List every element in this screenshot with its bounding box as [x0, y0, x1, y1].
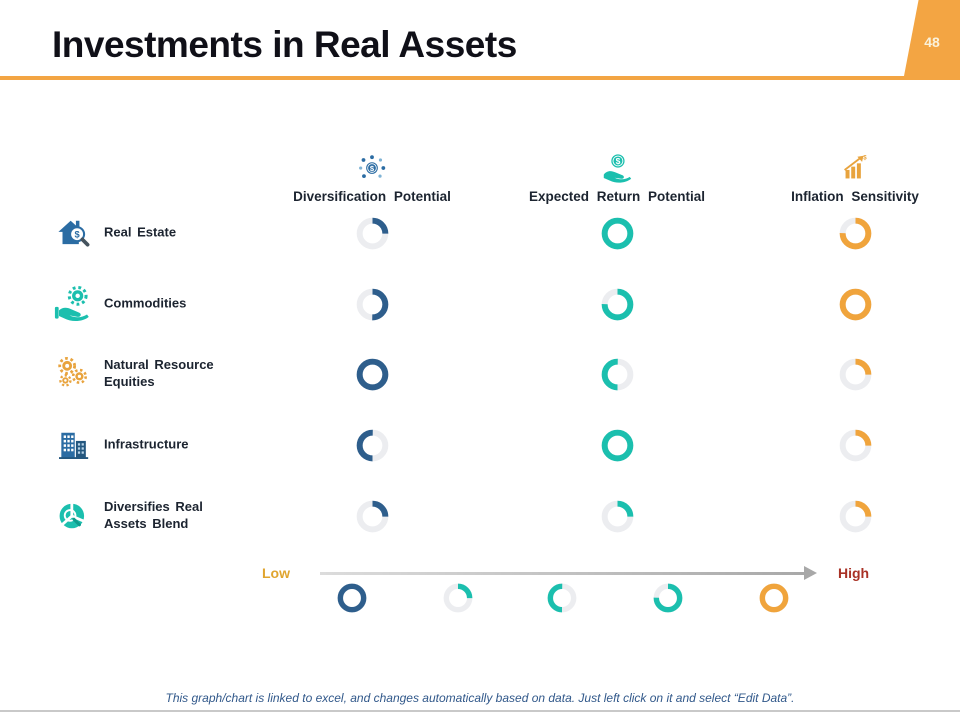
rating-donut: [601, 358, 634, 391]
page-title: Investments in Real Assets: [52, 24, 517, 65]
column-label: Diversification Potential: [293, 189, 451, 204]
page-number: 48: [924, 34, 940, 50]
diversification-icon: $: [242, 148, 502, 186]
column-header: $ Diversification Potential: [242, 148, 502, 204]
rating-donut: [356, 217, 389, 250]
svg-text:$: $: [863, 155, 867, 162]
scale-high-label: High: [838, 565, 870, 581]
page-number-tab: 48: [904, 0, 960, 76]
rating-donut: [356, 358, 389, 391]
legend-donut: [653, 583, 683, 613]
svg-text:$: $: [74, 230, 80, 240]
legend-donut: [547, 583, 577, 613]
row-label: Commodities: [104, 295, 187, 311]
rating-donut: [839, 288, 872, 321]
rating-donut: [839, 217, 872, 250]
inflation-sensitivity-icon: $: [725, 148, 960, 186]
expected-return-icon: $: [487, 148, 747, 186]
scale-low-label: Low: [262, 565, 290, 581]
column-header: $ Inflation Sensitivity: [725, 148, 960, 204]
table-row: $ Real Estate: [0, 197, 960, 269]
column-label: Expected Return Potential: [528, 189, 706, 204]
row-label: Natural Resource Equities: [104, 357, 214, 389]
legend-donut: [337, 583, 367, 613]
rating-donut: [601, 429, 634, 462]
legend-donut: [759, 583, 789, 613]
table-row: Natural Resource Equities: [0, 338, 960, 410]
rating-donut: [839, 500, 872, 533]
infrastructure-icon: [52, 424, 94, 471]
row-label: Infrastructure: [104, 436, 189, 452]
footer-divider: [0, 710, 960, 712]
rating-donut: [601, 288, 634, 321]
scale-arrow: [320, 571, 806, 575]
rating-donut: [839, 429, 872, 462]
header-divider: [0, 76, 960, 80]
blend-icon: [52, 495, 94, 542]
legend-donut: [443, 583, 473, 613]
footer-note: This graph/chart is linked to excel, and…: [165, 691, 795, 705]
table-row: Diversifies Real Assets Blend: [0, 480, 960, 552]
rating-donut: [356, 500, 389, 533]
natural-resource-icon: [52, 353, 94, 400]
row-label: Real Estate: [104, 224, 177, 240]
rating-donut: [356, 429, 389, 462]
svg-text:$: $: [370, 164, 375, 173]
column-header: $ Expected Return Potential: [487, 148, 747, 204]
row-label: Diversifies Real Assets Blend: [104, 499, 203, 531]
real-estate-icon: $: [52, 212, 94, 259]
rating-donut: [601, 217, 634, 250]
scale-arrowhead-icon: [804, 566, 817, 580]
rating-donut: [839, 358, 872, 391]
table-row: Commodities: [0, 268, 960, 340]
rating-donut: [601, 500, 634, 533]
rating-donut: [356, 288, 389, 321]
table-row: Infrastructure: [0, 409, 960, 481]
commodities-icon: [52, 283, 94, 330]
column-label: Inflation Sensitivity: [791, 189, 919, 204]
svg-text:$: $: [616, 156, 621, 166]
